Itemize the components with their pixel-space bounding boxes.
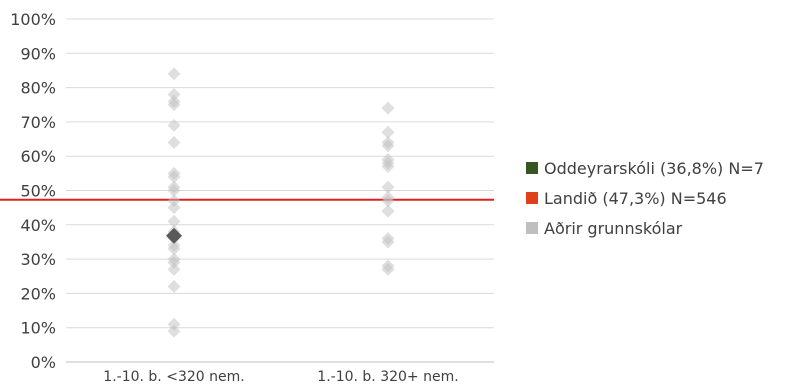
y-tick-label: 50%: [20, 182, 56, 201]
data-point: [167, 118, 181, 132]
data-point: [167, 214, 181, 228]
data-point: [381, 262, 395, 276]
gridlines: [66, 18, 494, 363]
data-point: [167, 194, 181, 208]
data-point: [381, 235, 395, 249]
y-axis-ticks: 0% 10% 20% 30% 40% 50% 60% 70% 80% 90% 100%: [10, 10, 56, 372]
data-point: [167, 87, 181, 101]
data-point: [167, 170, 181, 184]
data-point: [381, 139, 395, 153]
x-category-label: 1.-10. b. <320 nem.: [103, 369, 244, 385]
data-point: [167, 280, 181, 294]
legend-label: Landið (47,3%) N=546: [544, 189, 727, 208]
y-tick-label: 10%: [20, 319, 56, 338]
data-point: [381, 159, 395, 173]
data-point: [381, 125, 395, 139]
x-axis-categories: 1.-10. b. <320 nem. 1.-10. b. 320+ nem.: [103, 369, 458, 385]
legend-label: Aðrir grunnskólar: [544, 219, 683, 238]
data-point: [381, 101, 395, 115]
x-category-label: 1.-10. b. 320+ nem.: [317, 369, 458, 385]
data-point: [167, 135, 181, 149]
legend-label: Oddeyrarskóli (36,8%) N=7: [544, 159, 764, 178]
data-point: [166, 227, 182, 244]
legend-swatch: [526, 192, 538, 204]
y-tick-label: 60%: [20, 147, 56, 166]
legend: Oddeyrarskóli (36,8%) N=7 Landið (47,3%) …: [526, 159, 764, 238]
legend-swatch: [526, 162, 538, 174]
data-point: [167, 201, 181, 215]
y-tick-label: 90%: [20, 44, 56, 63]
legend-swatch: [526, 222, 538, 234]
data-point: [167, 262, 181, 276]
y-tick-label: 100%: [10, 10, 56, 29]
data-point: [167, 324, 181, 338]
data-point: [167, 98, 181, 112]
data-point: [381, 194, 395, 208]
y-tick-label: 70%: [20, 113, 56, 132]
y-tick-label: 20%: [20, 284, 56, 303]
y-tick-label: 30%: [20, 250, 56, 269]
data-points: [166, 67, 395, 338]
data-point: [167, 317, 181, 331]
y-tick-label: 40%: [20, 216, 56, 235]
data-point: [167, 256, 181, 270]
y-tick-label: 80%: [20, 79, 56, 98]
data-point: [167, 67, 181, 81]
data-point: [381, 204, 395, 218]
y-tick-label: 0%: [31, 353, 56, 372]
data-point: [167, 184, 181, 197]
data-point: [381, 180, 395, 194]
data-point: [167, 242, 181, 256]
